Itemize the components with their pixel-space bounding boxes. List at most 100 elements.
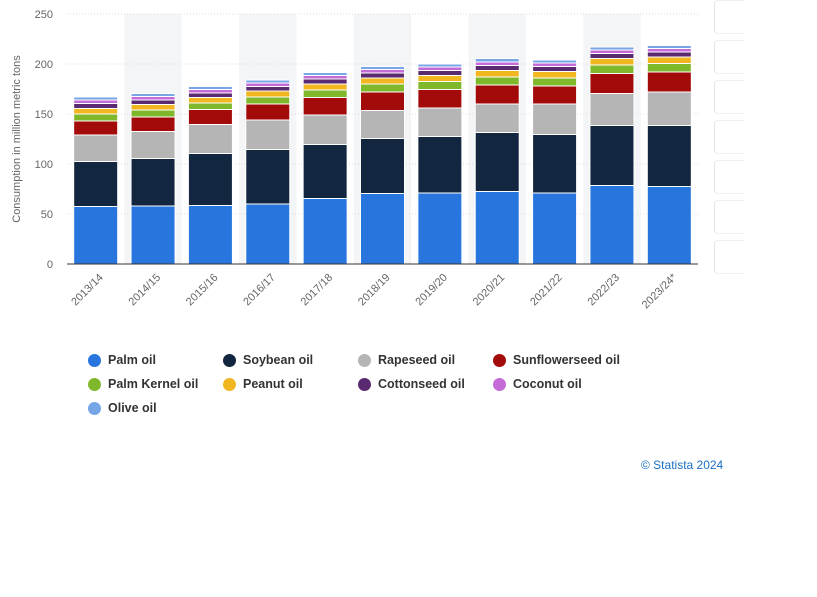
bar-segment[interactable] — [417, 75, 463, 82]
bar-segment[interactable] — [187, 92, 233, 98]
legend-item[interactable]: Peanut oil — [223, 377, 358, 391]
bar-segment[interactable] — [532, 77, 578, 87]
bar-segment[interactable] — [187, 97, 233, 104]
bar-segment[interactable] — [532, 62, 578, 67]
bar-segment[interactable] — [245, 79, 291, 84]
bar-segment[interactable] — [130, 131, 176, 159]
bar-segment[interactable] — [589, 49, 635, 54]
bar-segment[interactable] — [589, 185, 635, 265]
bar-segment[interactable] — [589, 46, 635, 51]
bar-segment[interactable] — [187, 86, 233, 90]
bar-segment[interactable] — [245, 119, 291, 150]
side-toolbar-button[interactable] — [714, 120, 745, 154]
bar-segment[interactable] — [245, 90, 291, 98]
legend-item[interactable]: Rapeseed oil — [358, 353, 493, 367]
bar-segment[interactable] — [130, 93, 176, 97]
bar-segment[interactable] — [417, 63, 463, 68]
bar-segment[interactable] — [474, 58, 520, 63]
bar-segment[interactable] — [187, 205, 233, 265]
bar-segment[interactable] — [532, 192, 578, 265]
bar-segment[interactable] — [646, 91, 692, 126]
bar-segment[interactable] — [73, 108, 119, 115]
bar-segment[interactable] — [646, 125, 692, 187]
legend-item[interactable]: Palm Kernel oil — [88, 377, 223, 391]
bar-segment[interactable] — [73, 206, 119, 265]
bar-segment[interactable] — [130, 205, 176, 265]
legend-item[interactable]: Palm oil — [88, 353, 223, 367]
bar-segment[interactable] — [73, 161, 119, 207]
bar-segment[interactable] — [417, 192, 463, 265]
bar-segment[interactable] — [589, 53, 635, 59]
bar-segment[interactable] — [360, 77, 405, 85]
bar-segment[interactable] — [532, 66, 578, 72]
bar-segment[interactable] — [474, 76, 520, 86]
bar-segment[interactable] — [187, 109, 233, 125]
bar-segment[interactable] — [589, 125, 635, 186]
side-toolbar-button[interactable] — [714, 0, 745, 34]
bar-segment[interactable] — [589, 93, 635, 126]
bar-segment[interactable] — [589, 73, 635, 94]
bar-segment[interactable] — [532, 85, 578, 105]
bar-segment[interactable] — [130, 96, 176, 101]
side-toolbar-button[interactable] — [714, 160, 745, 194]
bar-segment[interactable] — [360, 138, 405, 194]
bar-segment[interactable] — [187, 102, 233, 110]
bar-segment[interactable] — [302, 144, 348, 199]
bar-segment[interactable] — [130, 116, 176, 132]
bar-segment[interactable] — [474, 132, 520, 192]
bar-segment[interactable] — [245, 203, 291, 265]
bar-segment[interactable] — [474, 103, 520, 133]
bar-segment[interactable] — [245, 103, 291, 121]
bar-segment[interactable] — [417, 66, 463, 71]
side-toolbar-button[interactable] — [714, 200, 745, 234]
bar-segment[interactable] — [360, 110, 405, 139]
bar-segment[interactable] — [73, 113, 119, 122]
bar-segment[interactable] — [532, 134, 578, 194]
bar-segment[interactable] — [474, 191, 520, 265]
legend-item[interactable]: Sunflowerseed oil — [493, 353, 628, 367]
side-toolbar-button[interactable] — [714, 40, 745, 74]
bar-segment[interactable] — [360, 69, 405, 74]
bar-segment[interactable] — [245, 86, 291, 92]
bar-segment[interactable] — [474, 70, 520, 78]
bar-segment[interactable] — [302, 114, 348, 145]
bar-segment[interactable] — [187, 153, 233, 206]
bar-segment[interactable] — [360, 83, 405, 93]
bar-segment[interactable] — [417, 89, 463, 109]
side-toolbar-button[interactable] — [714, 240, 745, 274]
bar-segment[interactable] — [302, 97, 348, 116]
bar-segment[interactable] — [302, 78, 348, 85]
bar-segment[interactable] — [417, 70, 463, 76]
bar-segment[interactable] — [532, 71, 578, 79]
bar-segment[interactable] — [360, 91, 405, 111]
legend-item[interactable]: Coconut oil — [493, 377, 628, 391]
side-toolbar-button[interactable] — [714, 80, 745, 114]
legend-item[interactable]: Olive oil — [88, 401, 223, 415]
bar-segment[interactable] — [474, 84, 520, 105]
bar-segment[interactable] — [187, 124, 233, 154]
bar-segment[interactable] — [589, 58, 635, 66]
bar-segment[interactable] — [417, 107, 463, 137]
bar-segment[interactable] — [532, 59, 578, 64]
bar-segment[interactable] — [245, 149, 291, 205]
bar-segment[interactable] — [73, 134, 119, 162]
bar-segment[interactable] — [302, 89, 348, 98]
bar-segment[interactable] — [73, 96, 119, 101]
bar-segment[interactable] — [589, 64, 635, 74]
bar-segment[interactable] — [73, 120, 119, 136]
statista-credit-link[interactable]: © Statista 2024 — [641, 458, 724, 472]
bar-segment[interactable] — [646, 186, 692, 265]
bar-segment[interactable] — [130, 158, 176, 207]
bar-segment[interactable] — [646, 48, 692, 53]
bar-segment[interactable] — [646, 51, 692, 58]
bar-segment[interactable] — [474, 61, 520, 66]
bar-segment[interactable] — [73, 99, 119, 104]
bar-segment[interactable] — [302, 198, 348, 265]
bar-segment[interactable] — [646, 56, 692, 64]
bar-segment[interactable] — [302, 75, 348, 80]
bar-segment[interactable] — [417, 81, 463, 90]
bar-segment[interactable] — [245, 96, 291, 105]
bar-segment[interactable] — [302, 83, 348, 91]
bar-segment[interactable] — [130, 104, 176, 111]
bar-segment[interactable] — [360, 193, 405, 265]
